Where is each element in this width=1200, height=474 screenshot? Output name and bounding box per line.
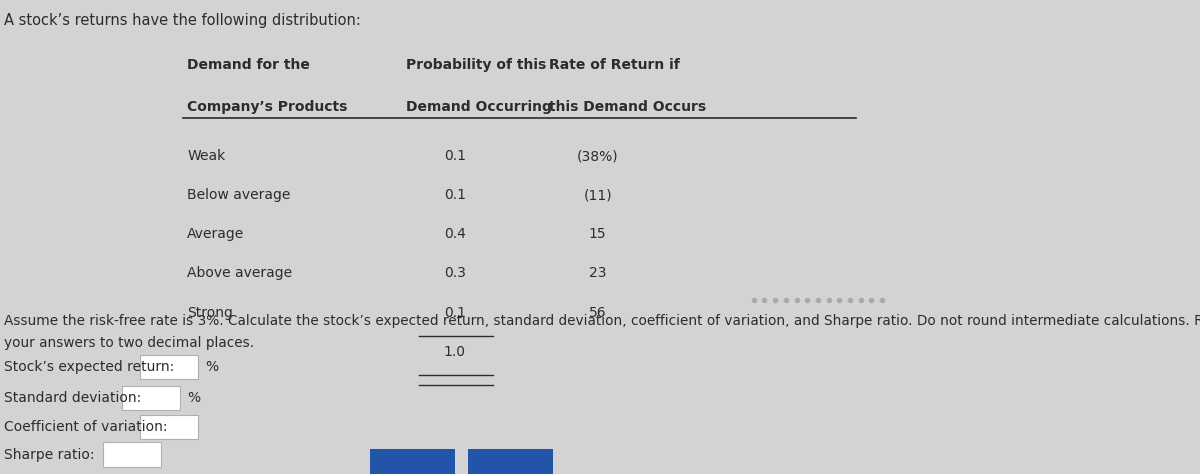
Text: this Demand Occurs: this Demand Occurs: [548, 100, 706, 114]
Text: Demand Occurring: Demand Occurring: [406, 100, 552, 114]
Text: 0.4: 0.4: [444, 228, 466, 241]
FancyBboxPatch shape: [140, 415, 198, 439]
Text: Rate of Return if: Rate of Return if: [548, 58, 679, 72]
FancyBboxPatch shape: [140, 355, 198, 379]
Text: Coefficient of variation:: Coefficient of variation:: [5, 420, 168, 434]
Text: %: %: [205, 360, 218, 374]
Text: (11): (11): [583, 188, 612, 202]
Text: 56: 56: [589, 306, 606, 319]
Text: Strong: Strong: [187, 306, 233, 319]
FancyBboxPatch shape: [370, 449, 455, 474]
Text: Below average: Below average: [187, 188, 290, 202]
Text: Average: Average: [187, 228, 245, 241]
Text: Stock’s expected return:: Stock’s expected return:: [5, 360, 175, 374]
Text: 0.1: 0.1: [444, 306, 466, 319]
FancyBboxPatch shape: [122, 386, 180, 410]
Text: Assume the risk-free rate is 3%. Calculate the stock’s expected return, standard: Assume the risk-free rate is 3%. Calcula…: [5, 314, 1200, 350]
Text: A stock’s returns have the following distribution:: A stock’s returns have the following dis…: [5, 13, 361, 28]
Text: Weak: Weak: [187, 149, 226, 163]
Text: (38%): (38%): [577, 149, 618, 163]
Text: Above average: Above average: [187, 266, 293, 281]
Text: 23: 23: [589, 266, 606, 281]
Text: Sharpe ratio:: Sharpe ratio:: [5, 447, 95, 462]
Text: Company’s Products: Company’s Products: [187, 100, 348, 114]
FancyBboxPatch shape: [102, 442, 161, 467]
Text: 0.1: 0.1: [444, 149, 466, 163]
Text: 1.0: 1.0: [444, 345, 466, 359]
Text: Probability of this: Probability of this: [406, 58, 546, 72]
Text: Standard deviation:: Standard deviation:: [5, 391, 142, 405]
Text: 0.1: 0.1: [444, 188, 466, 202]
Text: Demand for the: Demand for the: [187, 58, 310, 72]
Text: 15: 15: [589, 228, 606, 241]
Text: 0.3: 0.3: [444, 266, 466, 281]
FancyBboxPatch shape: [468, 449, 553, 474]
Text: %: %: [187, 391, 200, 405]
